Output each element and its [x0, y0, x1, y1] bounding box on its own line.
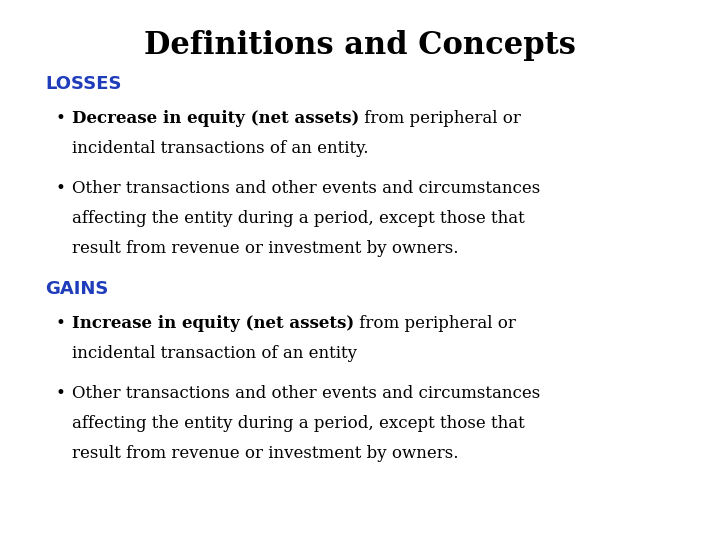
Text: Increase in equity (net assets): Increase in equity (net assets): [72, 315, 354, 332]
Text: Definitions and Concepts: Definitions and Concepts: [144, 30, 576, 61]
Text: incidental transaction of an entity: incidental transaction of an entity: [72, 345, 357, 362]
Text: affecting the entity during a period, except those that: affecting the entity during a period, ex…: [72, 210, 525, 227]
Text: Decrease in equity (net assets): Decrease in equity (net assets): [72, 110, 359, 127]
Text: •: •: [55, 315, 65, 332]
Text: GAINS: GAINS: [45, 280, 109, 298]
Text: •: •: [55, 180, 65, 197]
Text: from peripheral or: from peripheral or: [354, 315, 516, 332]
Text: result from revenue or investment by owners.: result from revenue or investment by own…: [72, 445, 459, 462]
Text: affecting the entity during a period, except those that: affecting the entity during a period, ex…: [72, 415, 525, 432]
Text: from peripheral or: from peripheral or: [359, 110, 521, 127]
Text: Other transactions and other events and circumstances: Other transactions and other events and …: [72, 385, 540, 402]
Text: result from revenue or investment by owners.: result from revenue or investment by own…: [72, 240, 459, 257]
Text: •: •: [55, 110, 65, 127]
Text: incidental transactions of an entity.: incidental transactions of an entity.: [72, 140, 369, 157]
Text: LOSSES: LOSSES: [45, 75, 122, 93]
Text: •: •: [55, 385, 65, 402]
Text: Other transactions and other events and circumstances: Other transactions and other events and …: [72, 180, 540, 197]
